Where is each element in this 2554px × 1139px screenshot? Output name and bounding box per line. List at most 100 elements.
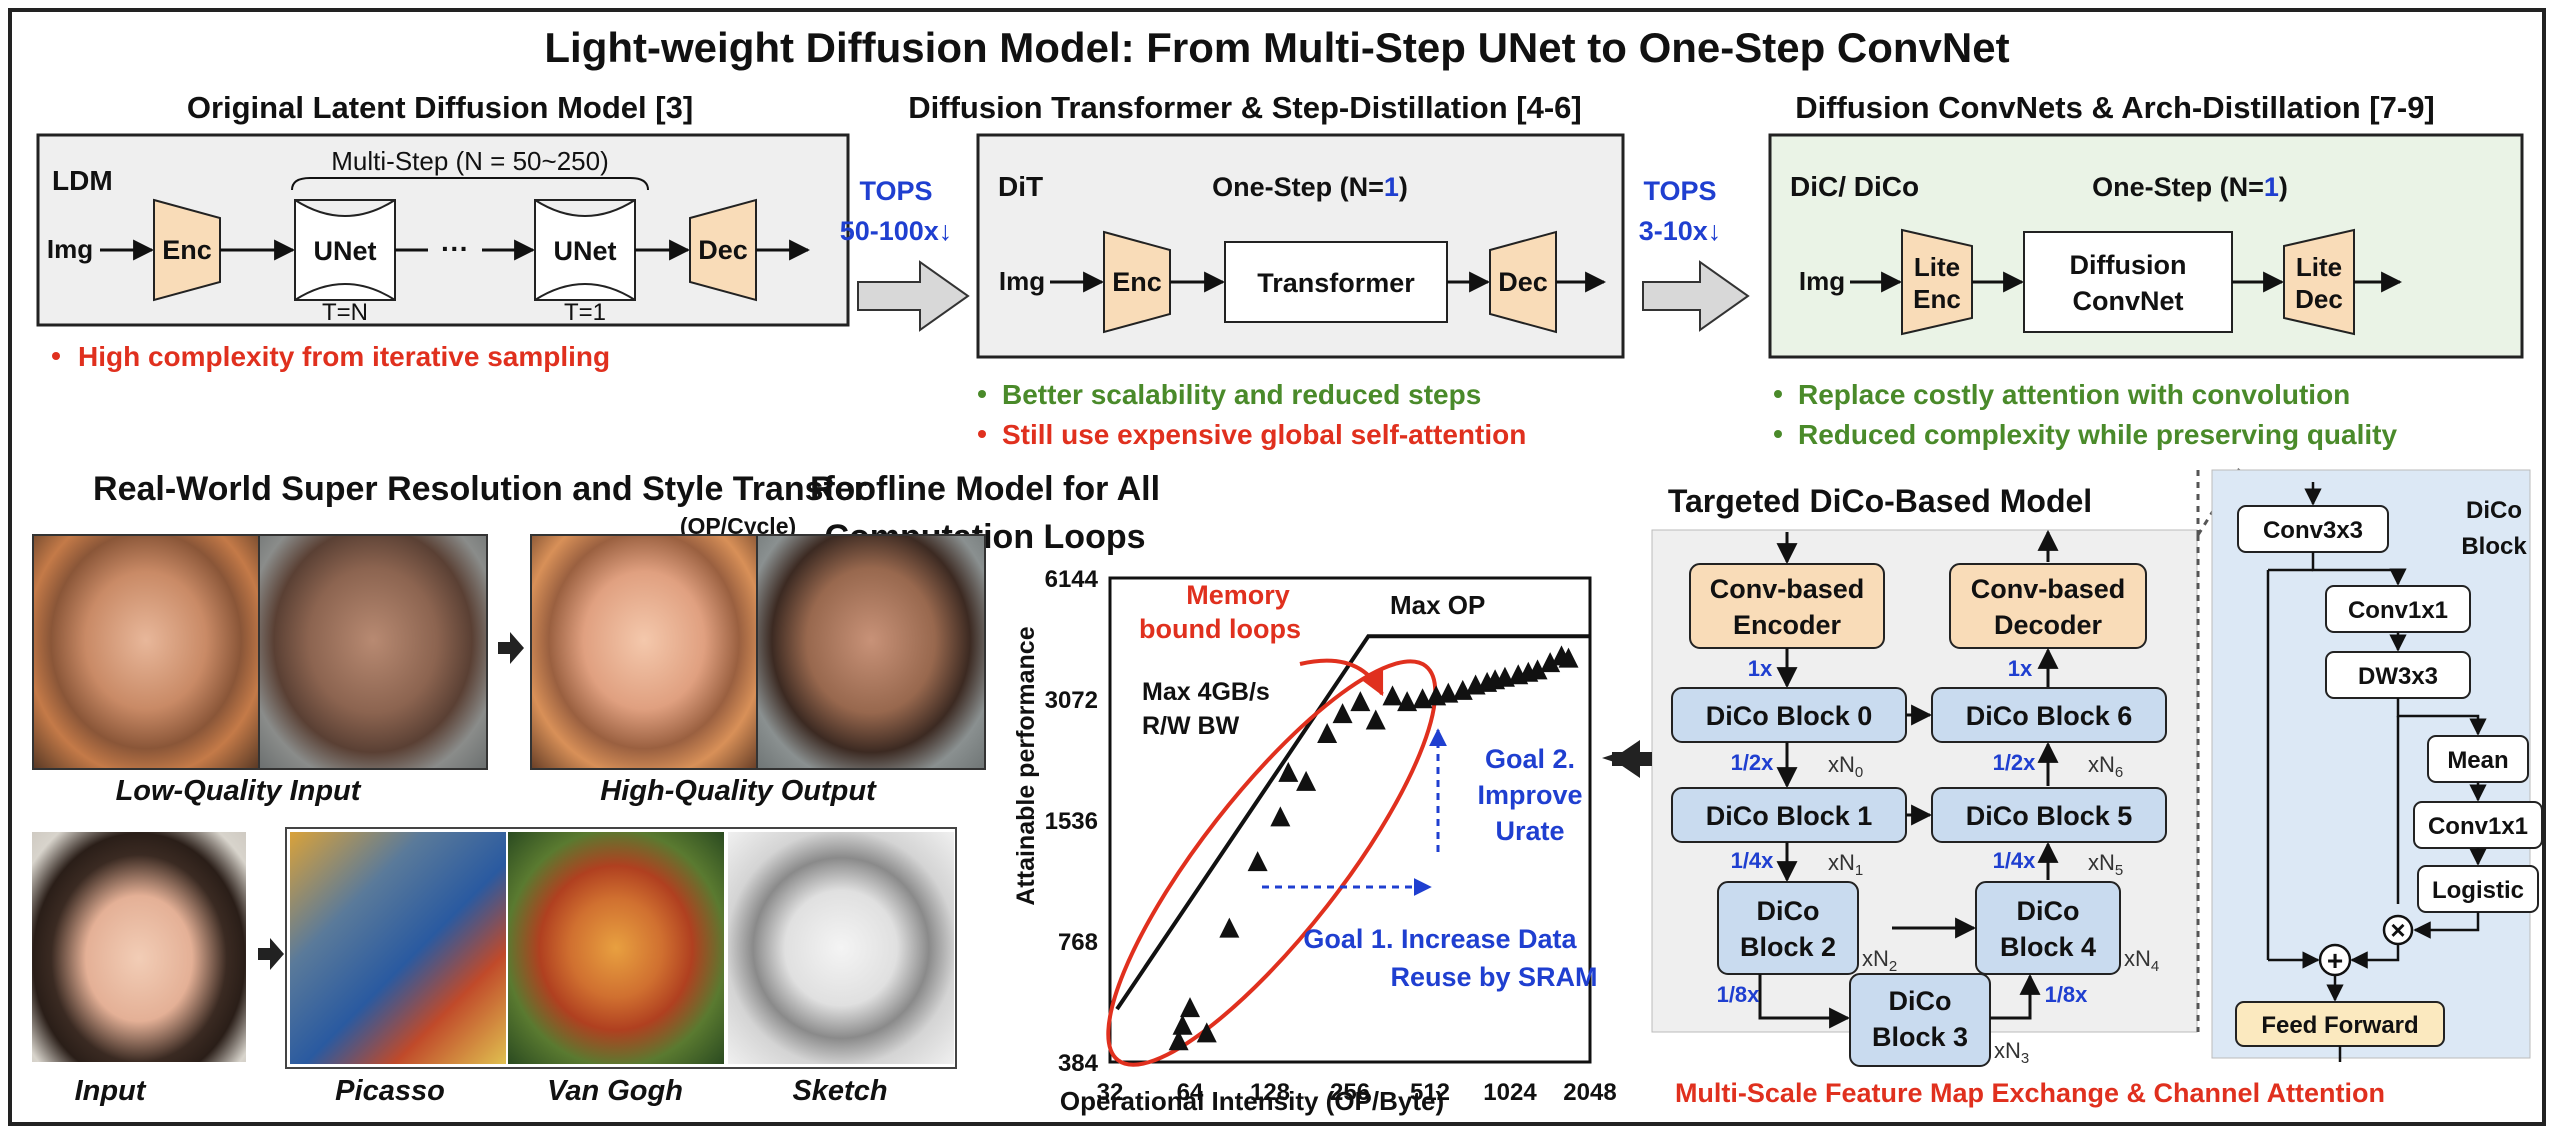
dic-onestep-label: One-Step (N=1) <box>2092 172 2288 202</box>
dicoblock-title-2: Block <box>2461 533 2527 560</box>
goal2-label-2: Improve <box>1477 780 1582 810</box>
ldm-unet-label-1: UNet <box>313 236 376 266</box>
vangogh-caption: Van Gogh <box>547 1075 683 1107</box>
ldm-unet-block-2 <box>534 199 636 301</box>
data-point-4 <box>1219 917 1240 938</box>
vangogh-photo <box>508 832 724 1064</box>
conv-decoder-label-1: Conv-based <box>1971 574 2126 604</box>
data-point-14 <box>1397 691 1418 712</box>
dit-img-label: Img <box>999 266 1045 296</box>
data-point-25 <box>1527 659 1548 680</box>
ldm-unet-label-2: UNet <box>553 236 616 266</box>
dic-convnet-label: ConvNet <box>2072 286 2183 316</box>
dit-bullet-dot-2 <box>978 430 986 438</box>
goal2-label-3: Urate <box>1495 816 1564 846</box>
dico-block-4-label-2: Block 4 <box>2000 932 2096 962</box>
realworld-heading: Real-World Super Resolution and Style Tr… <box>93 470 867 508</box>
transition-arrow-2 <box>1642 260 1750 332</box>
scale-2x-left: 1/2x <box>1731 750 1775 775</box>
conv-encoder-label-1: Conv-based <box>1710 574 1865 604</box>
dico-block-4-label-1: DiCo <box>2017 896 2080 926</box>
goal2-label-1: Goal 2. <box>1485 744 1575 774</box>
y-tick-label-1: 768 <box>1058 929 1098 956</box>
dit-encoder-block <box>1103 230 1171 334</box>
dico-block-2 <box>1717 881 1859 975</box>
conv-encoder-label-2: Encoder <box>1733 610 1842 640</box>
xn0-label: xN0 <box>1828 752 1863 781</box>
low-quality-photo-1 <box>32 534 260 770</box>
roofline-ylabel: Attainable performance <box>1012 626 1040 905</box>
scale-2x-right: 1/2x <box>1993 750 2037 775</box>
data-point-8 <box>1296 770 1317 791</box>
dic-tag: DiC/ DiCo <box>1790 171 1919 202</box>
multiply-symbol: × <box>2390 915 2405 945</box>
targeted-footer: Multi-Scale Feature Map Exchange & Chann… <box>1675 1078 2385 1108</box>
ldm-bullet-1: High complexity from iterative sampling <box>78 341 610 372</box>
dw3x3-label: DW3x3 <box>2358 663 2438 690</box>
xn3-label: xN3 <box>1994 1038 2029 1067</box>
transition-arrow-1 <box>857 260 970 332</box>
data-point-9 <box>1317 722 1338 743</box>
ldm-multistep-label: Multi-Step (N = 50~250) <box>331 146 608 176</box>
low-quality-caption: Low-Quality Input <box>116 775 362 807</box>
dic-bullet-1: Replace costly attention with convolutio… <box>1798 379 2350 410</box>
conv1x1-label-1: Conv1x1 <box>2348 597 2448 624</box>
goal1-label-2: Reuse by SRAM <box>1390 962 1597 992</box>
ldm-img-label: Img <box>47 234 93 264</box>
scale-4x-right: 1/4x <box>1993 848 2037 873</box>
roofline-title-1: Roofline Model for All <box>810 470 1160 508</box>
arrow1-label-2: 50-100x↓ <box>840 216 953 246</box>
memory-bound-arrow <box>1299 658 1384 697</box>
data-point-12 <box>1365 709 1386 730</box>
dic-lite-encoder-block <box>1901 228 1973 336</box>
dic-convnet-block <box>2023 231 2233 333</box>
dico-block-0-label: DiCo Block 0 <box>1706 701 1873 731</box>
xn2-label: xN2 <box>1862 946 1897 975</box>
arrow1-label-1: TOPS <box>859 176 932 206</box>
ldm-dec-label: Dec <box>698 235 748 265</box>
x-tick-label-6: 2048 <box>1563 1079 1616 1106</box>
data-point-3 <box>1196 1022 1217 1043</box>
arrow-mul-add <box>2350 944 2400 969</box>
high-quality-photo-1 <box>530 534 758 770</box>
y-tick-label-3: 3072 <box>1045 687 1098 714</box>
memory-bound-label-1: Memory <box>1186 580 1290 610</box>
scale-8x-left: 1/8x <box>1717 982 1761 1007</box>
arrow-b2-b3 <box>1758 974 1851 1029</box>
y-tick-label-2: 1536 <box>1045 808 1098 835</box>
dico-block-3-label-1: DiCo <box>1889 986 1952 1016</box>
dic-bullet-dot-1 <box>1774 390 1782 398</box>
dit-dec-label: Dec <box>1498 267 1548 297</box>
dic-enc-label: Enc <box>1913 284 1961 314</box>
arrow-dw-mean <box>2396 698 2487 736</box>
x-tick-label-2: 128 <box>1250 1079 1290 1106</box>
dit-bullet-1: Better scalability and reduced steps <box>1002 379 1481 410</box>
dico-block-3-label-2: Block 3 <box>1872 1022 1968 1052</box>
x-tick-label-3: 256 <box>1330 1079 1370 1106</box>
ldm-decoder-block <box>689 198 757 302</box>
dic-bullet-2: Reduced complexity while preserving qual… <box>1798 419 2397 450</box>
data-point-6 <box>1270 806 1291 827</box>
x-tick-label-4: 512 <box>1410 1079 1450 1106</box>
arrow-b3-b4 <box>1990 973 2041 1020</box>
data-point-26 <box>1540 652 1561 673</box>
data-point-5 <box>1247 851 1268 872</box>
dit-bullet-2: Still use expensive global self-attentio… <box>1002 419 1526 450</box>
ldm-t-n-label: T=N <box>322 299 368 326</box>
dit-decoder-block <box>1489 230 1557 334</box>
arrow2-label-2: 3-10x↓ <box>1639 216 1722 246</box>
ldm-tag: LDM <box>52 165 113 196</box>
dico-block-2-label-1: DiCo <box>1757 896 1820 926</box>
y-tick-label-0: 384 <box>1058 1050 1099 1077</box>
data-point-11 <box>1350 691 1371 712</box>
feed-forward-label: Feed Forward <box>2261 1012 2418 1039</box>
data-point-13 <box>1382 685 1403 706</box>
data-point-1 <box>1180 997 1200 1018</box>
dic-diffusion-label: Diffusion <box>2070 250 2187 280</box>
dit-heading: Diffusion Transformer & Step-Distillatio… <box>908 90 1581 125</box>
style-arrow <box>258 938 284 970</box>
data-point-18 <box>1452 679 1473 700</box>
ldm-heading: Original Latent Diffusion Model [3] <box>187 90 693 125</box>
logistic-label: Logistic <box>2432 877 2524 904</box>
